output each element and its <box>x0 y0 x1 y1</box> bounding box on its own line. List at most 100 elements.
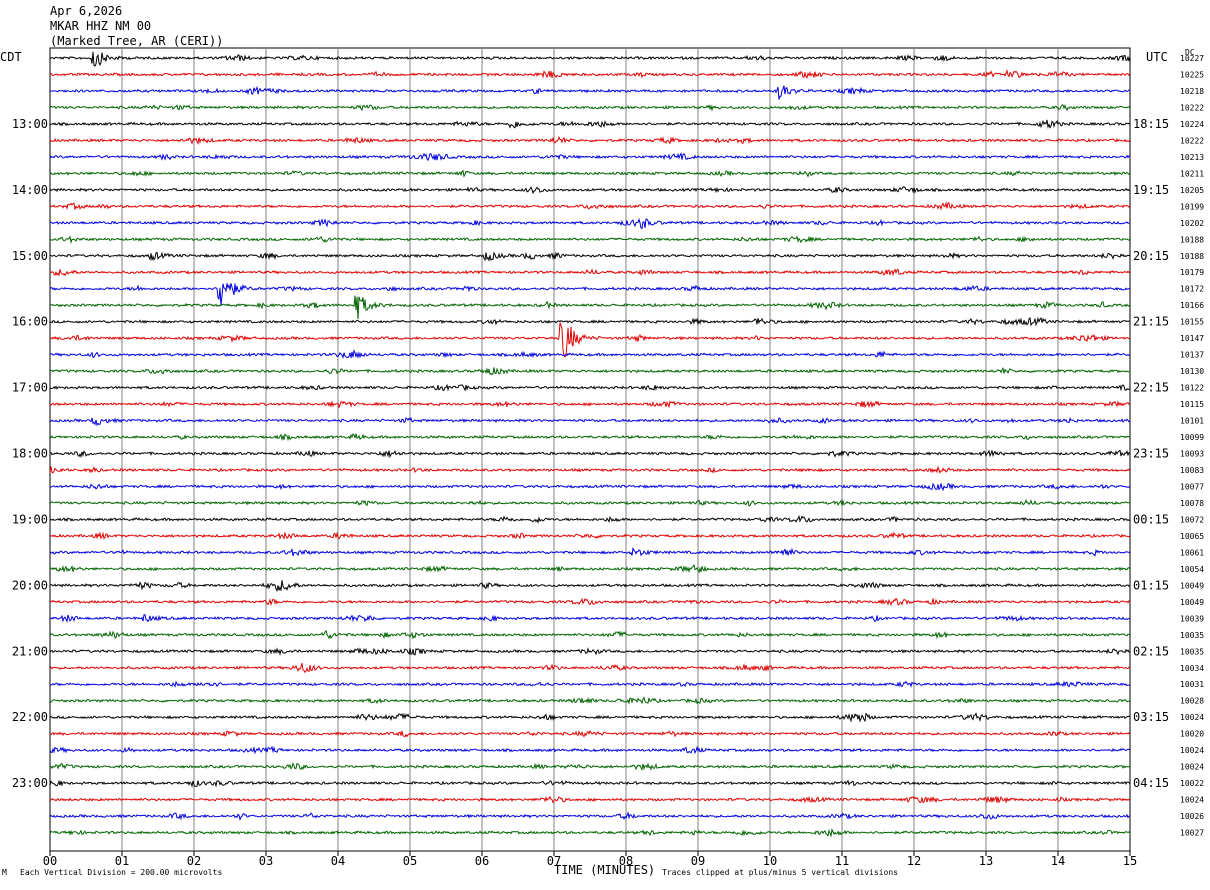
dc-offset-label: 10179 <box>1180 268 1204 277</box>
trace-line <box>49 283 1131 307</box>
trace-line <box>49 201 1131 211</box>
utc-hour-label: 00:15 <box>1133 512 1169 526</box>
trace-line <box>49 779 1131 788</box>
cdt-hour-label: 16:00 <box>12 315 48 329</box>
plot-frame <box>49 47 1131 852</box>
cdt-hour-label: 21:00 <box>12 644 48 658</box>
trace-line <box>49 531 1131 540</box>
dc-offset-label: 10065 <box>1180 532 1204 541</box>
station-label: MKAR HHZ NM 00 <box>50 19 152 33</box>
x-tick-label: 14 <box>1051 854 1065 868</box>
date-label: Apr 6,2026 <box>50 4 123 18</box>
cdt-hour-label: 14:00 <box>12 183 48 197</box>
scale-note: Each Vertical Division = 200.00 microvol… <box>20 868 223 877</box>
trace-line <box>49 498 1130 507</box>
trace-line <box>49 811 1131 821</box>
dc-offset-label: 10099 <box>1180 433 1204 442</box>
dc-offset-label: 10225 <box>1180 70 1204 79</box>
dc-offset-label: 10188 <box>1180 252 1204 261</box>
trace-line <box>49 482 1131 492</box>
x-tick-label: 07 <box>547 854 561 868</box>
trace-line <box>49 647 1131 656</box>
x-tick-label: 10 <box>763 854 777 868</box>
x-tick-label: 11 <box>835 854 849 868</box>
dc-offset-label: 10101 <box>1180 417 1204 426</box>
x-tick-label: 13 <box>979 854 993 868</box>
trace-line <box>50 614 1131 623</box>
dc-offset-label: 10022 <box>1180 779 1204 788</box>
corner-mark: M <box>2 868 7 877</box>
trace-line <box>50 449 1131 459</box>
trace-line <box>49 51 1131 67</box>
dc-offset-label: 10027 <box>1180 829 1204 838</box>
trace-line <box>49 580 1131 592</box>
dc-offset-label: 10199 <box>1180 202 1204 211</box>
cdt-hour-label: 18:00 <box>12 447 48 461</box>
x-tick-label: 08 <box>619 854 633 868</box>
x-tick-label: 12 <box>907 854 921 868</box>
dc-offset-label: 10049 <box>1180 581 1204 590</box>
utc-label: UTC <box>1146 50 1168 64</box>
trace-line <box>49 69 1131 79</box>
dc-offset-label: 10093 <box>1180 450 1204 459</box>
trace-line <box>49 186 1131 195</box>
dc-offset-label: 10049 <box>1180 598 1204 607</box>
trace-line <box>49 217 1131 230</box>
utc-hour-label: 20:15 <box>1133 249 1169 263</box>
trace-line <box>49 316 1131 327</box>
x-tick-label: 02 <box>187 854 201 868</box>
dc-offset-label: 10034 <box>1180 664 1204 673</box>
trace-line <box>49 119 1131 129</box>
trace-line <box>49 169 1131 178</box>
dc-offset-label: 10024 <box>1180 746 1204 755</box>
x-tick-label: 05 <box>403 854 417 868</box>
dc-offset-label: 10020 <box>1180 730 1204 739</box>
x-tick-label: 09 <box>691 854 705 868</box>
trace-line <box>49 762 1131 771</box>
trace-line <box>49 712 1131 723</box>
dc-offset-label: 10024 <box>1180 713 1204 722</box>
dc-offset-label: 10028 <box>1180 697 1204 706</box>
dc-offset-label: 10205 <box>1180 186 1204 195</box>
trace-line <box>49 546 1131 557</box>
trace-line <box>49 349 1131 360</box>
x-tick-label: 06 <box>475 854 489 868</box>
cdt-hour-label: 17:00 <box>12 381 48 395</box>
dc-offset-label: 10188 <box>1180 235 1204 244</box>
dc-offset-label: 10072 <box>1180 515 1204 524</box>
dc-offset-label: 10130 <box>1180 367 1204 376</box>
dc-offset-label: 10202 <box>1180 219 1204 228</box>
x-axis-label: TIME (MINUTES) <box>554 863 656 877</box>
cdt-hour-label: 23:00 <box>12 776 48 790</box>
trace-line <box>49 795 1131 804</box>
cdt-hour-label: 19:00 <box>12 512 48 526</box>
trace-line <box>49 745 1131 755</box>
dc-offset-label: 10083 <box>1180 466 1204 475</box>
trace-line <box>49 268 1131 277</box>
trace-line <box>49 730 1131 738</box>
trace-line <box>49 235 1131 245</box>
utc-hour-label: 22:15 <box>1133 381 1169 395</box>
cdt-hour-label: 22:00 <box>12 710 48 724</box>
dc-offset-label: 10035 <box>1180 631 1204 640</box>
dc-offset-label: 10224 <box>1180 120 1204 129</box>
trace-line <box>49 251 1131 262</box>
dc-offset-label: 10115 <box>1180 400 1204 409</box>
trace-line <box>49 597 1131 607</box>
dc-offset-label: 10222 <box>1180 103 1204 112</box>
x-tick-label: 04 <box>331 854 345 868</box>
trace-line <box>49 383 1130 392</box>
dc-offset-label: 10024 <box>1180 763 1204 772</box>
trace-line <box>49 465 1131 474</box>
trace-line <box>49 135 1131 146</box>
trace-line <box>49 514 1131 524</box>
dc-offset-label: 10227 <box>1180 54 1204 63</box>
trace-line <box>49 104 1131 112</box>
cdt-hour-label: 15:00 <box>12 249 48 263</box>
trace-line <box>49 367 1130 376</box>
utc-hour-label: 01:15 <box>1133 578 1169 592</box>
x-tick-label: 03 <box>259 854 273 868</box>
trace-line <box>49 322 1131 358</box>
